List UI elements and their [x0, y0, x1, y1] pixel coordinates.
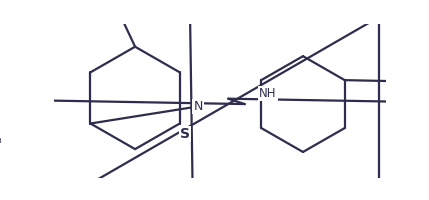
Text: N: N [193, 100, 203, 113]
Text: NH: NH [259, 87, 277, 100]
Text: S: S [180, 127, 190, 141]
Text: CH₃: CH₃ [0, 135, 2, 145]
